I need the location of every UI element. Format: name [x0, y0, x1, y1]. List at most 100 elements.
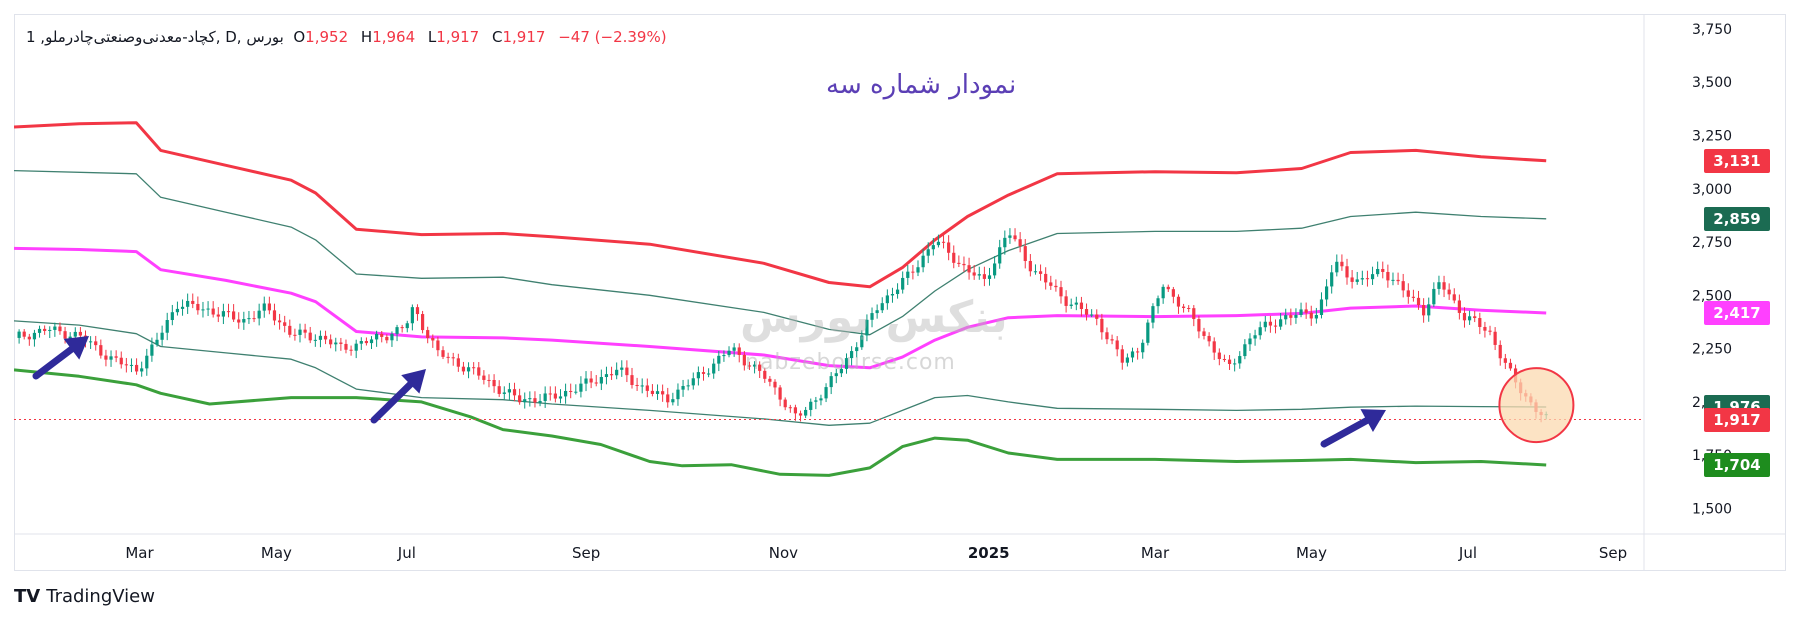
candle-body: [1181, 306, 1186, 308]
candle-body: [773, 381, 777, 388]
candle-body: [1100, 318, 1104, 333]
candle-body: [267, 303, 271, 311]
candle-body: [1074, 302, 1078, 305]
x-tick-label: Sep: [1599, 544, 1627, 562]
candle-body: [1416, 297, 1421, 306]
candle-body: [410, 307, 414, 324]
candle-body: [1294, 314, 1298, 318]
candle-body: [615, 369, 619, 376]
candle-body: [1319, 299, 1324, 315]
candle-body: [1151, 306, 1155, 323]
candle-body: [375, 333, 379, 340]
candle-body: [436, 340, 440, 351]
candle-body: [1192, 308, 1196, 320]
close-label: C: [492, 28, 503, 46]
candle-body: [32, 332, 37, 340]
candle-body: [763, 370, 767, 379]
candle-body: [982, 274, 986, 279]
candle-body: [211, 308, 215, 315]
candle-body: [952, 252, 956, 263]
candle-body: [676, 389, 680, 400]
candle-body: [43, 328, 47, 331]
candle-body: [553, 393, 557, 399]
candle-body: [477, 367, 481, 376]
candle-body: [558, 396, 563, 399]
candle-body: [420, 314, 425, 331]
candle-body: [68, 336, 72, 339]
candle-body: [334, 342, 338, 345]
candle-body: [1289, 315, 1293, 318]
candle-body: [216, 314, 220, 317]
candle-body: [1095, 314, 1099, 319]
candle-body: [880, 303, 884, 311]
candle-body: [1212, 341, 1216, 353]
candle-body: [1447, 289, 1451, 295]
candle-body: [1130, 351, 1135, 358]
x-tick-label: May: [1296, 544, 1327, 562]
candle-body: [701, 372, 706, 374]
candle-body: [793, 407, 798, 414]
candle-body: [99, 345, 103, 356]
candle-body: [512, 389, 517, 396]
candle-body: [814, 400, 818, 402]
candle-body: [824, 387, 828, 399]
candle-body: [160, 332, 164, 340]
candle-body: [364, 341, 369, 344]
candle-body: [58, 326, 62, 332]
candle-body: [722, 355, 726, 357]
candle-body: [1381, 268, 1385, 272]
candle-body: [671, 399, 675, 403]
candle-body: [926, 249, 930, 256]
candle-body: [22, 331, 26, 337]
candle-body: [906, 271, 910, 278]
candle-body: [1340, 261, 1344, 267]
candle-body: [977, 274, 981, 276]
candle-body: [921, 255, 925, 268]
candle-body: [27, 336, 31, 340]
candle-body: [313, 339, 317, 341]
candle-body: [1238, 356, 1242, 364]
candle-body: [359, 341, 363, 344]
candle-body: [1324, 286, 1329, 300]
candle-body: [563, 390, 568, 397]
candle-body: [1136, 351, 1140, 353]
candle-body: [237, 319, 241, 323]
candle-body: [1355, 279, 1359, 282]
tradingview-brand[interactable]: TV TradingView: [14, 586, 155, 607]
candle-body: [1406, 290, 1410, 297]
candle-body: [548, 393, 552, 395]
candle-body: [1110, 339, 1114, 341]
candle-body: [1248, 338, 1252, 345]
y-tick-label: 2,750: [1692, 235, 1732, 251]
candle-body: [609, 374, 614, 376]
candle-body: [1493, 331, 1497, 345]
candle-body: [349, 349, 353, 351]
candle-body: [400, 327, 404, 329]
candle-body: [1386, 271, 1390, 281]
candle-body: [150, 344, 154, 356]
candle-body: [1059, 287, 1063, 297]
candle-body: [293, 334, 297, 336]
candle-body: [507, 389, 512, 393]
candle-body: [844, 358, 849, 369]
candle-body: [1064, 296, 1068, 306]
candle-body: [380, 333, 384, 337]
candle-body: [1146, 322, 1150, 343]
arrow-shaft: [32, 345, 75, 380]
candle-body: [1432, 288, 1436, 305]
candle-body: [1488, 330, 1492, 332]
candle-body: [625, 367, 629, 376]
open-label: O: [293, 28, 306, 46]
chart-canvas[interactable]: 1,5001,7502,0002,2502,5002,7503,0003,250…: [14, 14, 1786, 571]
series-line-lower-inner: [14, 320, 1547, 426]
candle-body: [1508, 362, 1513, 369]
candle-body: [1013, 235, 1017, 240]
candle-body: [308, 332, 312, 341]
candle-body: [226, 311, 231, 313]
candle-body: [1171, 289, 1175, 297]
candle-body: [441, 350, 445, 357]
candle-body: [666, 394, 670, 403]
candle-body: [1473, 316, 1477, 319]
candle-body: [860, 335, 864, 348]
candle-body: [1427, 304, 1431, 316]
